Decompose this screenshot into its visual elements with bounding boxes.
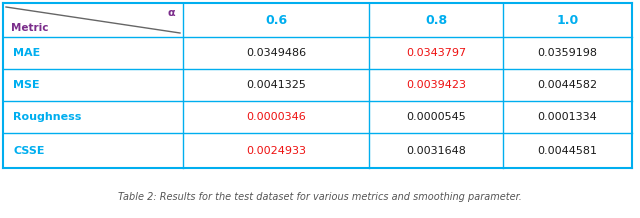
- Text: 0.0039423: 0.0039423: [406, 80, 466, 90]
- Text: MAE: MAE: [13, 48, 40, 58]
- Text: MSE: MSE: [13, 80, 40, 90]
- Text: 0.0044582: 0.0044582: [538, 80, 598, 90]
- Text: 0.0349486: 0.0349486: [246, 48, 306, 58]
- Text: 0.0041325: 0.0041325: [246, 80, 306, 90]
- Text: 0.0343797: 0.0343797: [406, 48, 466, 58]
- Text: 0.0000346: 0.0000346: [246, 112, 306, 122]
- Text: Table 2: Results for the test dataset for various metrics and smoothing paramete: Table 2: Results for the test dataset fo…: [118, 192, 522, 202]
- Text: CSSE: CSSE: [13, 145, 45, 155]
- Text: 0.8: 0.8: [425, 14, 447, 27]
- Text: 0.0031648: 0.0031648: [406, 145, 466, 155]
- Text: α: α: [168, 8, 175, 18]
- Text: 0.0359198: 0.0359198: [538, 48, 598, 58]
- Text: 1.0: 1.0: [556, 14, 579, 27]
- Text: 0.0001334: 0.0001334: [538, 112, 597, 122]
- Text: Metric: Metric: [11, 23, 49, 33]
- Text: 0.0044581: 0.0044581: [538, 145, 598, 155]
- Bar: [3, 3, 632, 168]
- Text: 0.0024933: 0.0024933: [246, 145, 306, 155]
- Text: 0.6: 0.6: [265, 14, 287, 27]
- Text: 0.0000545: 0.0000545: [406, 112, 466, 122]
- Text: Roughness: Roughness: [13, 112, 81, 122]
